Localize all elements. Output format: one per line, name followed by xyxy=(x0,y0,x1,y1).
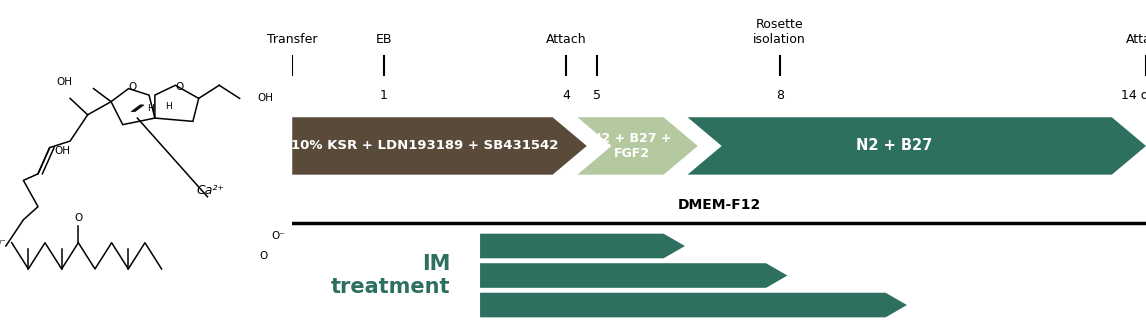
Text: 10% KSR + LDN193189 + SB431542: 10% KSR + LDN193189 + SB431542 xyxy=(291,139,558,153)
Text: Attach: Attach xyxy=(545,33,587,46)
Polygon shape xyxy=(480,234,685,258)
Text: Rosette
isolation: Rosette isolation xyxy=(753,18,806,46)
Polygon shape xyxy=(292,117,587,174)
Polygon shape xyxy=(578,117,698,174)
Text: Attach: Attach xyxy=(1125,33,1146,46)
Text: 14 days: 14 days xyxy=(1121,89,1146,102)
Text: 5: 5 xyxy=(592,89,601,102)
Text: OH: OH xyxy=(257,93,273,103)
Text: 8: 8 xyxy=(776,89,784,102)
Text: O⁻: O⁻ xyxy=(272,231,285,241)
Text: Transfer: Transfer xyxy=(267,33,317,46)
Text: DMEM-F12: DMEM-F12 xyxy=(677,197,761,212)
Text: O: O xyxy=(128,82,138,92)
Polygon shape xyxy=(480,263,787,288)
Text: OH: OH xyxy=(54,146,70,156)
Text: IM
treatment: IM treatment xyxy=(331,254,450,297)
Text: OH: OH xyxy=(56,77,72,87)
Text: Ca²⁺: Ca²⁺ xyxy=(196,184,225,197)
Text: 4: 4 xyxy=(563,89,571,102)
Text: H: H xyxy=(147,104,154,113)
Text: 1: 1 xyxy=(379,89,387,102)
Polygon shape xyxy=(480,293,906,318)
Text: N2 + B27: N2 + B27 xyxy=(856,138,932,154)
Text: H: H xyxy=(165,102,172,111)
Text: O: O xyxy=(259,251,267,261)
Text: O: O xyxy=(74,213,83,223)
Text: EB: EB xyxy=(376,33,392,46)
Text: O⁻: O⁻ xyxy=(0,238,6,248)
Polygon shape xyxy=(688,117,1146,174)
Text: N2 + B27 +
FGF2: N2 + B27 + FGF2 xyxy=(591,132,672,160)
Text: O: O xyxy=(175,82,183,92)
